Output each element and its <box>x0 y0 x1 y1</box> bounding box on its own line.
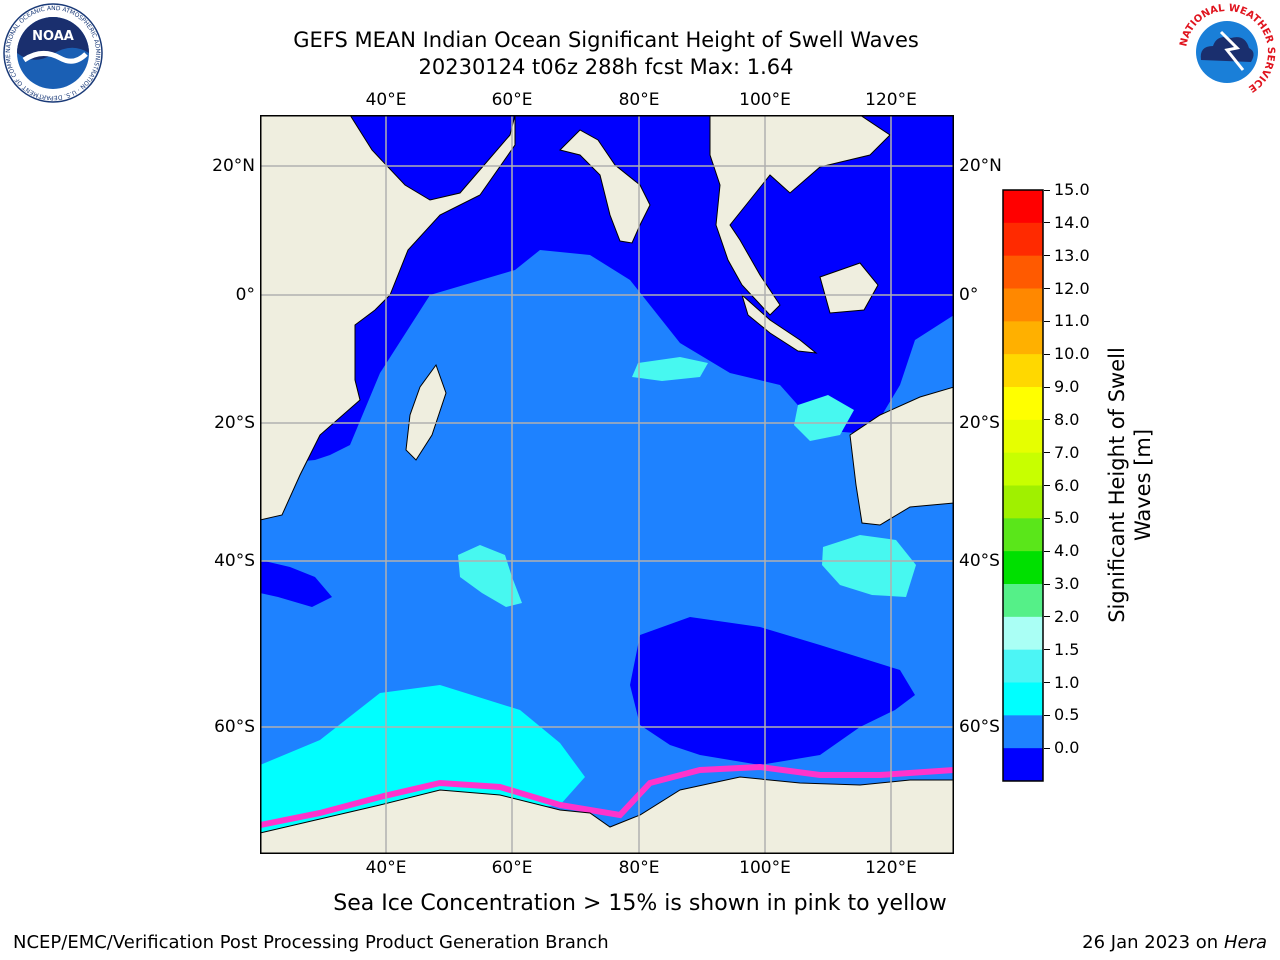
colorbar-tick-mark <box>1044 714 1050 716</box>
colorbar-tick-label: 9.0 <box>1054 377 1080 396</box>
footer-date: 26 Jan 2023 on Hera <box>1082 932 1267 953</box>
colorbar-tick-mark <box>1044 419 1050 421</box>
lat-label-left-60s: 60°S <box>214 717 255 737</box>
noaa-logo-text: NOAA <box>32 29 74 44</box>
colorbar-tick-label: 2.0 <box>1054 606 1080 626</box>
lat-label-right-0: 0° <box>959 285 979 305</box>
colorbar-segment <box>1003 321 1043 355</box>
noaa-logo: NATIONAL OCEANIC AND ATMOSPHERIC ADMINIS… <box>2 2 103 103</box>
colorbar-segment <box>1003 419 1043 454</box>
colorbar-tick-mark <box>1044 649 1050 651</box>
lat-label-right-20s: 20°S <box>959 413 1000 433</box>
colorbar-tick-label: 6.0 <box>1054 475 1080 495</box>
colorbar-tick-label: 7.0 <box>1054 442 1080 462</box>
lon-label-bottom-120e: 120°E <box>865 858 917 878</box>
lon-label-bottom-60e: 60°E <box>491 858 533 878</box>
map-panel <box>260 115 954 854</box>
colorbar-segment <box>1003 387 1043 421</box>
nws-logo: NATIONAL WEATHER SERVICE <box>1178 3 1276 100</box>
land-masses <box>260 115 954 854</box>
colorbar-title-line1: Significant Height of Swell <box>1105 347 1129 623</box>
colorbar-tick-label: 15.0 <box>1054 180 1090 199</box>
colorbar-tick-mark <box>1044 583 1050 585</box>
colorbar-tick-label: 8.0 <box>1054 409 1080 429</box>
colorbar-tick-mark <box>1044 222 1050 224</box>
colorbar-tick-mark <box>1044 485 1050 486</box>
ocean-patch-3 <box>794 395 854 441</box>
colorbar-segment <box>1003 518 1043 552</box>
map-subtitle: 20230124 t06z 288h fcst Max: 1.64 <box>418 55 794 79</box>
lon-label-top-40e: 40°E <box>365 90 407 110</box>
colorbar-tick-mark <box>1044 452 1050 454</box>
lat-label-left-20n: 20°N <box>212 156 255 176</box>
footer-date-text: 26 Jan 2023 on <box>1082 932 1224 953</box>
lat-label-right-40s: 40°S <box>959 551 1000 571</box>
lat-label-right-60s: 60°S <box>959 717 1000 737</box>
lon-label-bottom-80e: 80°E <box>618 858 660 878</box>
colorbar-segment <box>1003 748 1043 782</box>
colorbar-tick-mark <box>1044 747 1050 749</box>
lat-label-left-0: 0° <box>235 285 255 305</box>
colorbar-tick-label: 14.0 <box>1054 212 1090 232</box>
colorbar-segment <box>1003 715 1043 749</box>
colorbar-tick-label: 5.0 <box>1054 508 1080 528</box>
colorbar-tick-mark <box>1044 320 1050 322</box>
colorbar-segment <box>1003 616 1043 651</box>
colorbar-tick-label: 1.5 <box>1054 639 1080 659</box>
lon-label-bottom-100e: 100°E <box>739 858 791 878</box>
colorbar-tick-label: 0.5 <box>1054 705 1080 725</box>
lon-label-top-100e: 100°E <box>739 90 791 110</box>
map-title: GEFS MEAN Indian Ocean Significant Heigh… <box>293 28 919 52</box>
sea-ice-caption: Sea Ice Concentration > 15% is shown in … <box>333 891 947 916</box>
colorbar-tick-mark <box>1044 255 1050 257</box>
colorbar-tick-label: 3.0 <box>1054 574 1080 593</box>
colorbar-title: Significant Height of Swell Waves [m] <box>1104 347 1156 623</box>
sea-ice-edge <box>260 763 954 828</box>
colorbar-segment <box>1003 354 1043 388</box>
lat-label-left-40s: 40°S <box>214 551 255 571</box>
colorbar-tick-label: 11.0 <box>1054 311 1090 331</box>
colorbar-tick-label: 0.0 <box>1054 738 1080 758</box>
colorbar-tick-mark <box>1044 288 1050 289</box>
colorbar-tick-label: 13.0 <box>1054 245 1090 265</box>
colorbar-tick-label: 10.0 <box>1054 344 1090 364</box>
colorbar-tick-mark <box>1044 616 1050 618</box>
colorbar-tick-mark <box>1044 517 1050 519</box>
colorbar-tick-mark <box>1044 682 1050 683</box>
ocean-south-low-swell <box>630 617 915 765</box>
colorbar-tick-mark <box>1044 189 1050 191</box>
colorbar-tick-label: 1.0 <box>1054 672 1080 692</box>
colorbar-segment <box>1003 255 1043 289</box>
lon-label-top-80e: 80°E <box>618 90 660 110</box>
colorbar-segment <box>1003 584 1043 618</box>
colorbar-segment <box>1003 551 1043 585</box>
colorbar-frame <box>1002 189 1044 782</box>
ocean-patch-4 <box>632 357 708 381</box>
colorbar-tick-mark <box>1044 550 1050 552</box>
colorbar-tick-mark <box>1044 386 1050 388</box>
colorbar-title-line2: Waves [m] <box>1131 428 1155 542</box>
footer-credit: NCEP/EMC/Verification Post Processing Pr… <box>13 932 609 953</box>
colorbar-tick-label: 12.0 <box>1054 278 1090 298</box>
colorbar <box>1002 189 1044 782</box>
lon-label-bottom-40e: 40°E <box>365 858 407 878</box>
colorbar-segment <box>1003 452 1043 486</box>
colorbar-segment <box>1003 682 1043 716</box>
ocean-patch-2 <box>822 535 916 597</box>
colorbar-tick-mark <box>1044 353 1050 355</box>
ocean-west-low-swell <box>260 560 332 607</box>
map-frame <box>260 115 954 854</box>
colorbar-tick-label: 4.0 <box>1054 541 1080 561</box>
colorbar-segment <box>1003 485 1043 519</box>
colorbar-segment <box>1003 288 1043 322</box>
gridlines <box>260 115 954 854</box>
lon-label-top-120e: 120°E <box>865 90 917 110</box>
colorbar-segment <box>1003 649 1043 683</box>
lat-label-right-20n: 20°N <box>959 156 1002 176</box>
colorbar-segment <box>1003 222 1043 257</box>
lon-label-top-60e: 60°E <box>491 90 533 110</box>
footer-host: Hera <box>1223 932 1267 953</box>
lat-label-left-20s: 20°S <box>214 413 255 433</box>
colorbar-segment <box>1003 190 1043 224</box>
